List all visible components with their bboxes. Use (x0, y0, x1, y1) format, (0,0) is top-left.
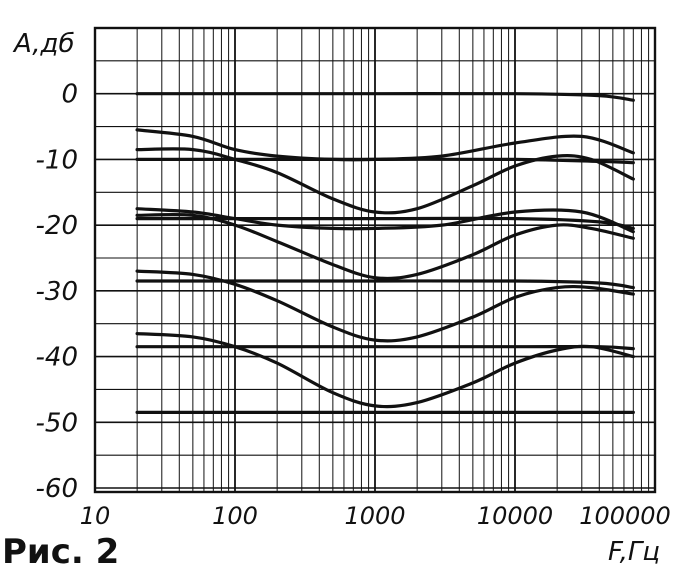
y-tick-label: 0 (61, 80, 78, 110)
grid (93, 26, 657, 494)
y-tick-label: -30 (36, 277, 78, 307)
y-tick-label: -20 (36, 211, 78, 241)
y-axis-label: A,дб (12, 29, 75, 59)
y-tick-label: -50 (36, 408, 78, 438)
x-tick-label: 10000 (477, 502, 553, 530)
x-tick-label: 1000 (344, 502, 405, 530)
x-tick-label: 100000 (579, 502, 671, 530)
series-line-11 (135, 332, 635, 409)
x-tick-label: 10 (80, 502, 111, 530)
x-axis-label: F,Гц (608, 537, 660, 567)
figure-caption: Рис. 2 (2, 532, 120, 572)
x-tick-label: 100 (212, 502, 258, 530)
y-tick-label: -10 (36, 145, 78, 175)
series-line-6 (135, 207, 635, 234)
y-tick-label: -40 (36, 343, 78, 373)
y-tick-label: -60 (36, 474, 78, 504)
series-line-3 (135, 128, 635, 162)
series-line-9 (135, 269, 635, 343)
series-group (135, 91, 635, 415)
series-line-1 (135, 91, 635, 102)
series-line-7 (135, 212, 635, 281)
series-line-4 (135, 147, 635, 215)
